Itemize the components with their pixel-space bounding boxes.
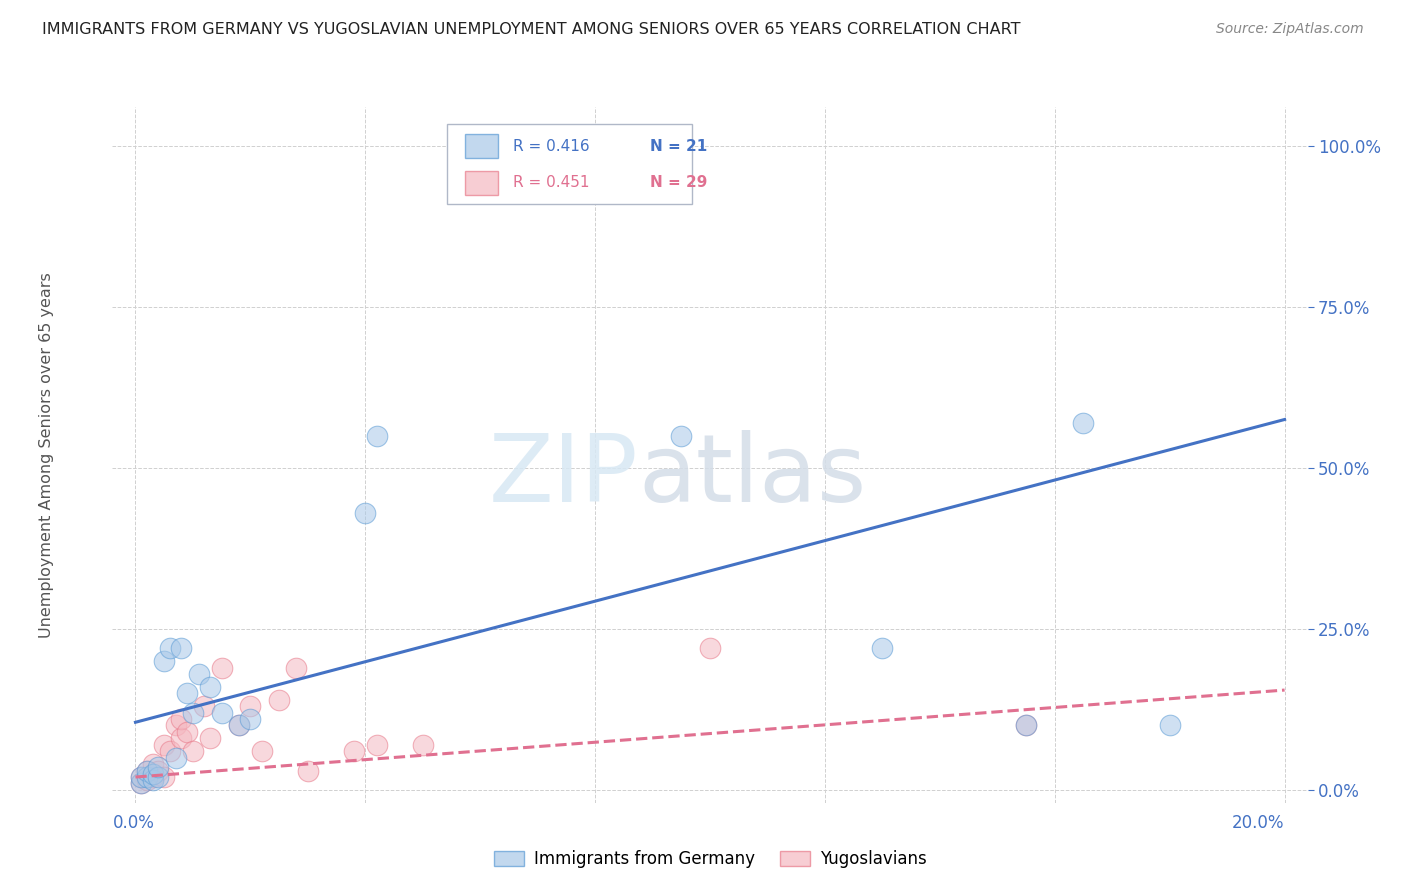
Point — [198, 680, 221, 694]
Legend: Immigrants from Germany, Yugoslavians: Immigrants from Germany, Yugoslavians — [486, 843, 934, 874]
Text: Source: ZipAtlas.com: Source: ZipAtlas.com — [1216, 22, 1364, 37]
Point — [343, 744, 366, 758]
Point — [239, 699, 262, 714]
Point — [181, 706, 204, 720]
Point — [211, 660, 233, 674]
Point — [285, 660, 308, 674]
Point — [142, 766, 165, 781]
Point — [354, 506, 377, 520]
Point — [165, 718, 187, 732]
Point — [129, 770, 152, 784]
Point — [142, 770, 165, 784]
Point — [148, 764, 170, 778]
Text: R = 0.416: R = 0.416 — [513, 138, 589, 153]
Point — [159, 744, 181, 758]
Point — [153, 654, 176, 668]
Text: N = 29: N = 29 — [650, 175, 707, 190]
Point — [170, 731, 193, 746]
Point — [129, 770, 152, 784]
Text: IMMIGRANTS FROM GERMANY VS YUGOSLAVIAN UNEMPLOYMENT AMONG SENIORS OVER 65 YEARS : IMMIGRANTS FROM GERMANY VS YUGOSLAVIAN U… — [42, 22, 1021, 37]
Point — [170, 641, 193, 656]
Point — [148, 770, 170, 784]
Point — [366, 428, 388, 442]
Point — [872, 641, 894, 656]
Point — [297, 764, 319, 778]
Point — [1159, 718, 1181, 732]
Point — [129, 776, 152, 790]
Point — [613, 145, 636, 160]
Point — [198, 731, 221, 746]
Text: N = 21: N = 21 — [650, 138, 707, 153]
Point — [136, 764, 159, 778]
Text: atlas: atlas — [638, 430, 866, 522]
Point — [671, 428, 693, 442]
Point — [181, 744, 204, 758]
FancyBboxPatch shape — [465, 170, 499, 194]
Text: R = 0.451: R = 0.451 — [513, 175, 589, 190]
Point — [129, 776, 152, 790]
Point — [193, 699, 215, 714]
Point — [211, 706, 233, 720]
Point — [250, 744, 273, 758]
Point — [136, 770, 159, 784]
Point — [159, 641, 181, 656]
Point — [153, 738, 176, 752]
Point — [170, 712, 193, 726]
Text: 0.0%: 0.0% — [112, 814, 155, 832]
Point — [239, 712, 262, 726]
FancyBboxPatch shape — [465, 134, 499, 159]
Point — [165, 750, 187, 764]
Point — [228, 718, 250, 732]
Point — [136, 773, 159, 788]
Point — [699, 641, 721, 656]
Point — [187, 667, 209, 681]
Point — [136, 764, 159, 778]
Point — [269, 692, 291, 706]
FancyBboxPatch shape — [447, 124, 692, 204]
Point — [1015, 718, 1038, 732]
Point — [366, 738, 388, 752]
Point — [1073, 416, 1095, 430]
Point — [142, 757, 165, 772]
Point — [142, 773, 165, 788]
Point — [176, 725, 198, 739]
Point — [1015, 718, 1038, 732]
Text: 20.0%: 20.0% — [1232, 814, 1285, 832]
Text: ZIP: ZIP — [489, 430, 638, 522]
Point — [153, 770, 176, 784]
Text: Unemployment Among Seniors over 65 years: Unemployment Among Seniors over 65 years — [39, 272, 55, 638]
Point — [148, 760, 170, 774]
Point — [176, 686, 198, 700]
Point — [228, 718, 250, 732]
Point — [412, 738, 434, 752]
